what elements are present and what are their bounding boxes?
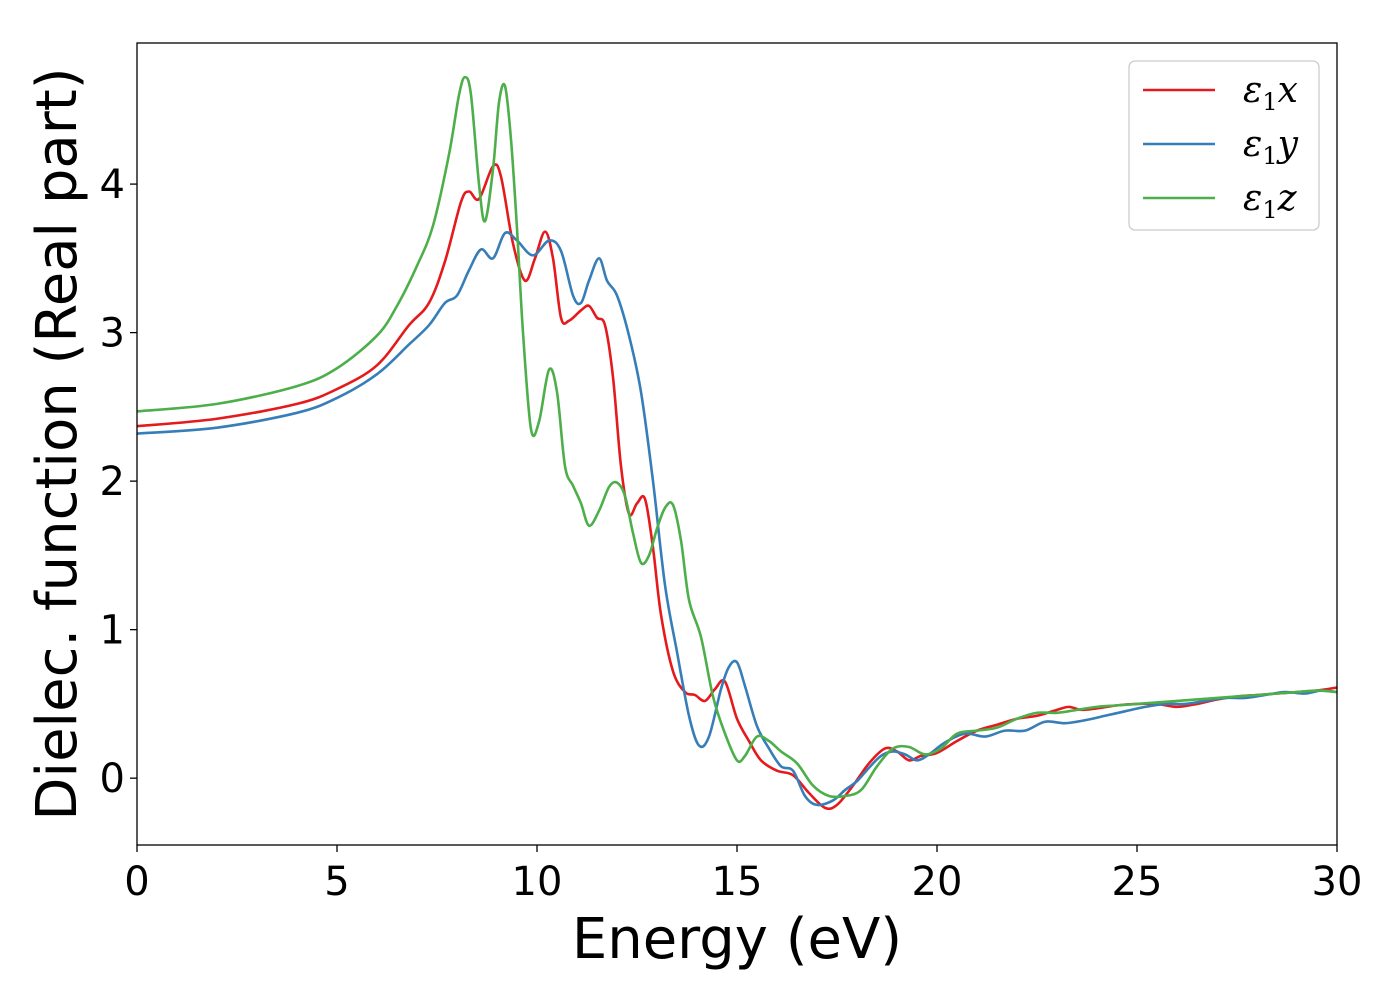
- legend: ε1x ε1y ε1z: [1128, 60, 1320, 231]
- x-tick-label: 0: [124, 859, 149, 905]
- series-line-x: [137, 163, 1337, 811]
- y-tick-label: 1: [100, 608, 125, 654]
- legend-label-z: ε1z: [1243, 178, 1298, 224]
- y-axis-title: Dielec. function (Real part): [25, 67, 90, 820]
- x-tick-label: 20: [912, 859, 963, 905]
- series-line-z: [137, 75, 1337, 799]
- legend-label-x: ε1x: [1243, 70, 1298, 116]
- y-tick-label: 2: [100, 459, 125, 505]
- legend-box: [1128, 60, 1320, 231]
- x-tick-label: 25: [1112, 859, 1163, 905]
- y-tick-label: 3: [100, 311, 125, 357]
- series-line-y: [137, 231, 1337, 807]
- y-axis-ticks: 0 1 2 3 4: [100, 162, 137, 802]
- x-tick-label: 5: [324, 859, 349, 905]
- series-layer: [137, 75, 1337, 811]
- x-tick-label: 30: [1312, 859, 1363, 905]
- y-tick-label: 4: [100, 162, 125, 208]
- x-tick-label: 10: [512, 859, 563, 905]
- x-axis-title: Energy (eV): [572, 907, 902, 972]
- y-tick-label: 0: [100, 756, 125, 802]
- x-tick-label: 15: [712, 859, 763, 905]
- x-axis-ticks: 0 5 10 15 20 25 30: [124, 845, 1362, 905]
- legend-label-y: ε1y: [1243, 124, 1299, 170]
